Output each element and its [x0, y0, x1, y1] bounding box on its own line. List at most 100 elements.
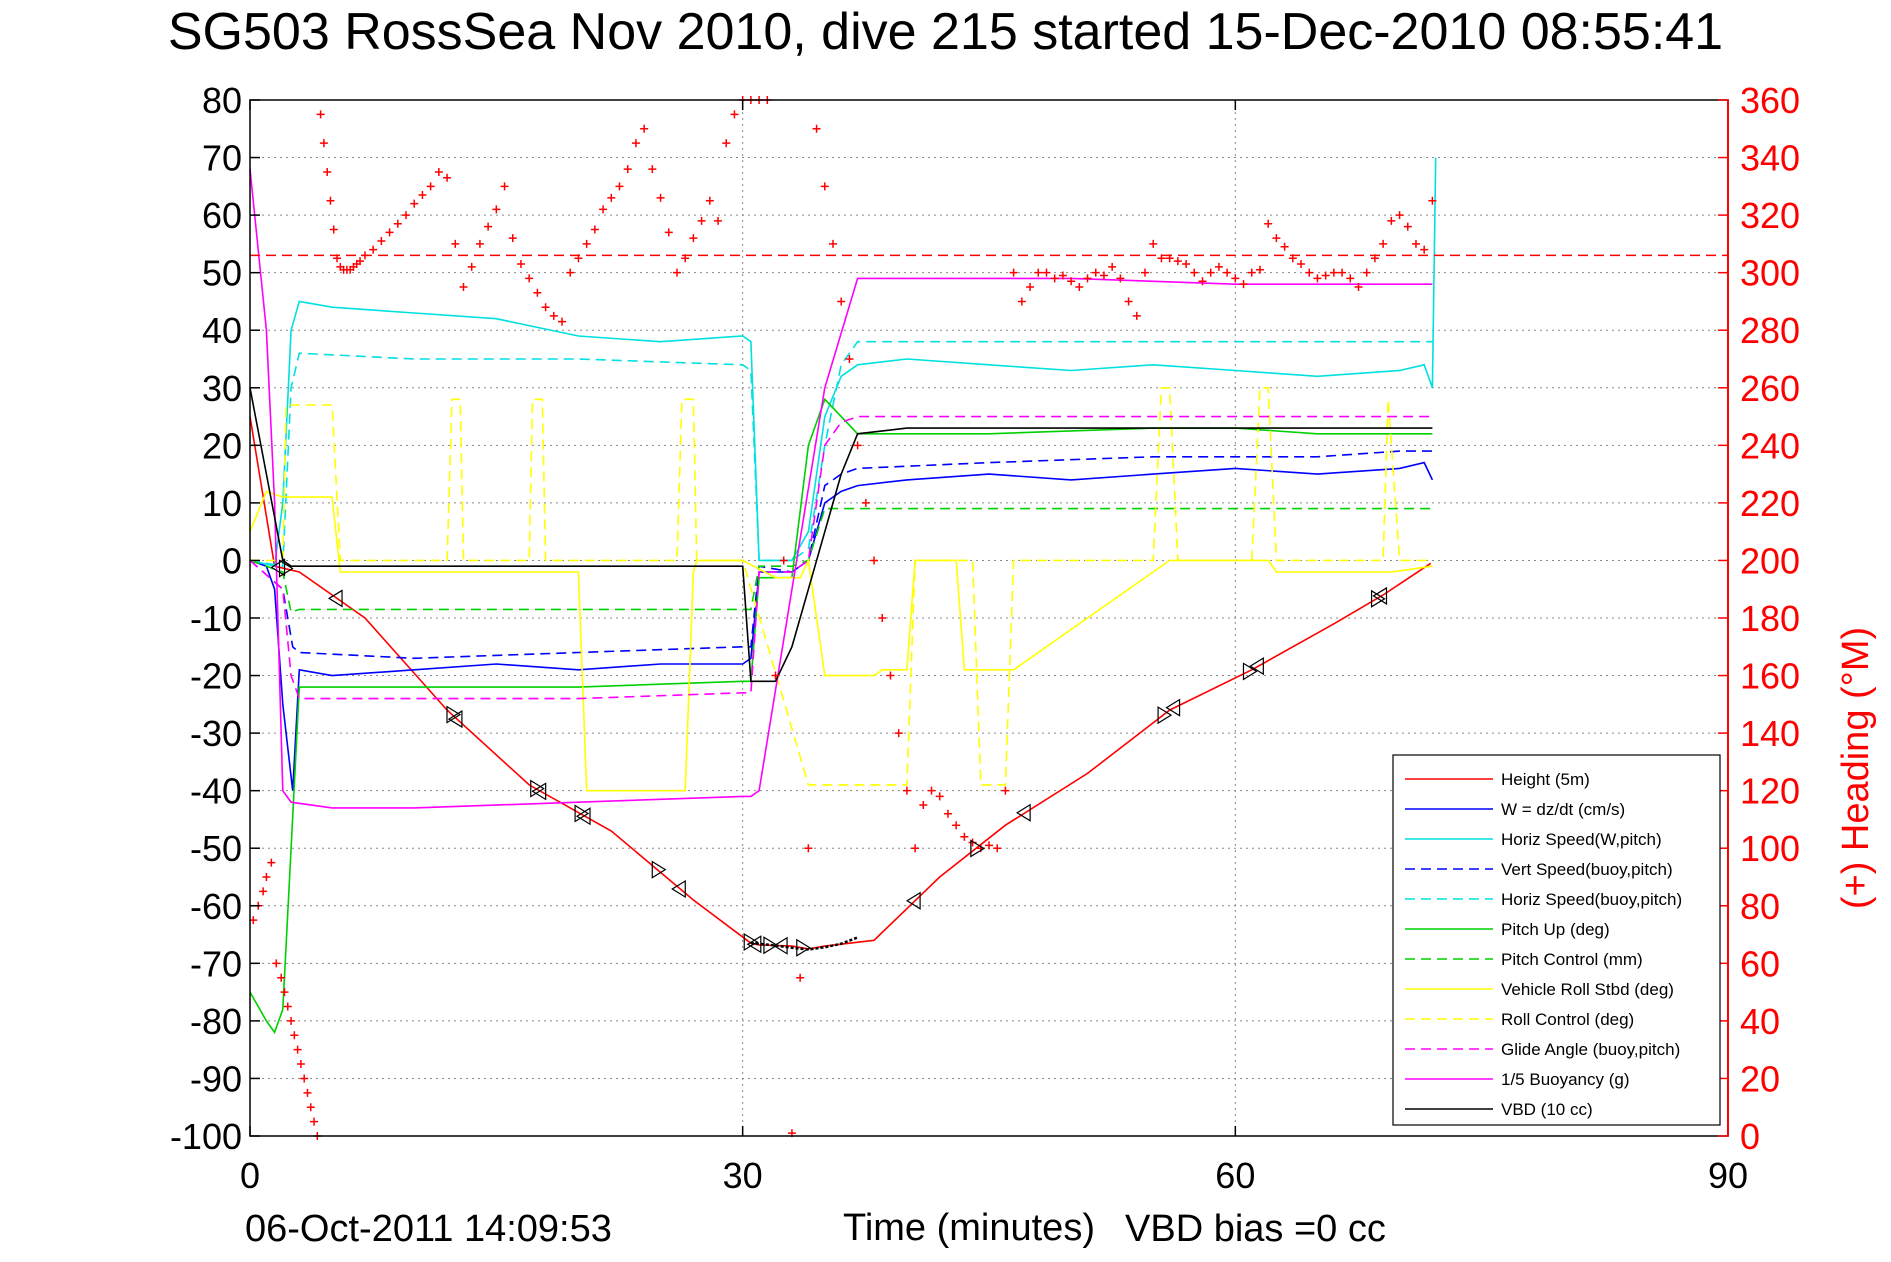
y-tick-label: 40 — [202, 310, 242, 351]
heading-marker — [927, 786, 936, 795]
heading-marker — [541, 303, 550, 312]
heading-marker — [326, 196, 335, 205]
heading-marker — [393, 219, 402, 228]
height-triangle-marker — [651, 860, 667, 879]
heading-marker — [277, 973, 286, 982]
heading-marker — [1264, 219, 1273, 228]
heading-marker — [492, 205, 501, 214]
heading-marker — [1141, 268, 1150, 277]
legend-box — [1392, 754, 1721, 1126]
heading-marker — [360, 251, 369, 260]
heading-marker — [664, 228, 673, 237]
heading-marker — [516, 260, 525, 269]
series-line — [249, 416, 1432, 950]
heading-marker — [1379, 239, 1388, 248]
heading-marker — [582, 239, 591, 248]
y2-tick-label: 320 — [1740, 195, 1800, 236]
height-triangle-marker — [1249, 657, 1264, 676]
heading-marker — [1288, 254, 1297, 263]
series-line — [249, 507, 1433, 614]
heading-marker — [306, 1103, 315, 1112]
heading-marker — [1313, 274, 1322, 283]
y2-tick-label: 360 — [1740, 80, 1800, 121]
y2-tick-label: 0 — [1740, 1116, 1760, 1157]
heading-markers — [249, 96, 1437, 1140]
y2-tick-label: 180 — [1740, 598, 1800, 639]
series-lines — [249, 157, 1728, 1035]
legend-entry: Vehicle Roll Stbd (deg) — [1501, 980, 1674, 999]
legend-entry: Height (5m) — [1501, 770, 1590, 789]
heading-marker — [943, 809, 952, 818]
series-line — [249, 340, 1433, 568]
print-timestamp: 06-Oct-2011 14:09:53 — [245, 1208, 612, 1250]
heading-marker — [730, 110, 739, 119]
heading-marker — [377, 237, 386, 246]
heading-marker — [820, 182, 829, 191]
y2-tick-label: 220 — [1740, 483, 1800, 524]
height-triangle-marker — [278, 559, 294, 578]
heading-marker — [919, 801, 928, 810]
heading-marker — [1009, 268, 1018, 277]
heading-marker — [672, 268, 681, 277]
y2-tick-label: 80 — [1740, 886, 1780, 927]
y-tick-label: 0 — [222, 540, 242, 581]
y2-tick-label: 100 — [1740, 828, 1800, 869]
legend: Height (5m) W = dz/dt (cm/s) Horiz Speed(W… — [1392, 754, 1721, 1126]
height-triangle-marker — [530, 779, 545, 798]
heading-marker — [1395, 211, 1404, 220]
heading-marker — [1050, 274, 1059, 283]
heading-marker — [1420, 245, 1429, 254]
y2-tick-label: 20 — [1740, 1058, 1780, 1099]
height-triangle-marker — [905, 891, 921, 910]
heading-marker — [853, 441, 862, 450]
heading-marker — [615, 182, 624, 191]
y-tick-label: 10 — [202, 483, 242, 524]
y-tick-label: 30 — [202, 368, 242, 409]
heading-marker — [385, 228, 394, 237]
heading-marker — [1411, 239, 1420, 248]
heading-marker — [631, 139, 640, 148]
heading-marker — [1067, 277, 1076, 286]
height-triangle-marker — [772, 936, 788, 955]
height-triangle-marker — [1165, 698, 1181, 717]
heading-marker — [475, 239, 484, 248]
heading-marker — [599, 205, 608, 214]
y-tick-label: 80 — [202, 80, 242, 121]
heading-marker — [303, 1088, 312, 1097]
height-triangle-marker — [575, 807, 591, 826]
heading-marker — [533, 288, 542, 297]
height-triangle-marker — [1372, 586, 1388, 606]
heading-marker — [1206, 268, 1215, 277]
heading-marker — [952, 821, 961, 830]
heading-marker — [259, 887, 268, 896]
y-tick-label: 20 — [202, 425, 242, 466]
heading-marker — [870, 556, 879, 565]
heading-marker — [1354, 283, 1363, 292]
height-triangle-marker — [446, 705, 462, 724]
heading-marker — [935, 792, 944, 801]
y-tick-label: -30 — [190, 713, 242, 754]
heading-marker — [1305, 268, 1314, 277]
heading-marker — [1190, 268, 1199, 277]
legend-entry: Glide Angle (buoy,pitch) — [1501, 1040, 1680, 1059]
height-triangle-marker — [574, 804, 590, 823]
legend-entry: Pitch Control (mm) — [1501, 950, 1643, 969]
x-tick-label: 90 — [1708, 1155, 1748, 1196]
y2-tick-label: 340 — [1740, 138, 1800, 179]
y2-tick-label: 300 — [1740, 253, 1800, 294]
heading-marker — [434, 167, 443, 176]
heading-marker — [1338, 268, 1347, 277]
heading-marker — [484, 222, 493, 231]
chart-title: SG503 RossSea Nov 2010, dive 215 started… — [167, 3, 1724, 61]
legend-entry: Vert Speed(buoy,pitch) — [1501, 860, 1673, 879]
heading-marker — [1017, 297, 1026, 306]
heading-marker — [1329, 268, 1338, 277]
heading-marker — [1321, 271, 1330, 280]
legend-entry: 1/5 Buoyancy (g) — [1501, 1070, 1630, 1089]
height-triangle-marker — [763, 936, 779, 955]
apogee-trace — [750, 936, 859, 951]
heading-marker — [280, 988, 289, 997]
heading-marker — [861, 498, 870, 507]
y-tick-label: 60 — [202, 195, 242, 236]
